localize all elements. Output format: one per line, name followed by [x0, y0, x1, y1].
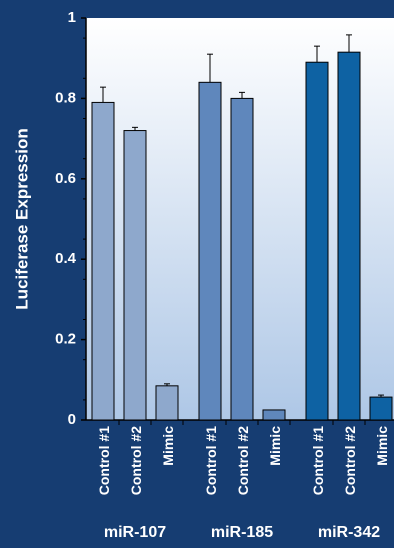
group-label: miR-342 — [318, 524, 380, 541]
y-axis-label: Luciferase Expression — [12, 128, 31, 309]
group-label: miR-185 — [211, 524, 273, 541]
x-tick-label: Control #2 — [342, 426, 358, 495]
x-tick-label: Mimic — [160, 426, 176, 466]
x-tick-label: Control #1 — [310, 426, 326, 495]
bar — [155, 385, 179, 421]
bar — [262, 409, 286, 421]
bar — [230, 97, 254, 421]
y-tick-label: 0.6 — [55, 170, 76, 187]
bar — [305, 61, 329, 421]
x-tick-label: Control #1 — [96, 426, 112, 495]
bar — [123, 130, 147, 421]
group-label: miR-107 — [104, 524, 166, 541]
x-tick-label: Control #2 — [128, 426, 144, 495]
y-tick-label: 0.4 — [55, 250, 77, 267]
y-tick-label: 0.8 — [55, 89, 76, 106]
x-tick-label: Control #2 — [235, 426, 251, 495]
x-tick-label: Mimic — [374, 426, 390, 466]
bar — [369, 396, 393, 421]
x-tick-label: Mimic — [267, 426, 283, 466]
bar — [198, 81, 222, 421]
y-tick-label: 0 — [68, 411, 76, 428]
y-tick-label: 1 — [68, 9, 76, 26]
x-tick-label: Control #1 — [203, 426, 219, 495]
y-tick-label: 0.2 — [55, 331, 76, 348]
bar — [91, 101, 115, 421]
bar — [337, 51, 361, 421]
